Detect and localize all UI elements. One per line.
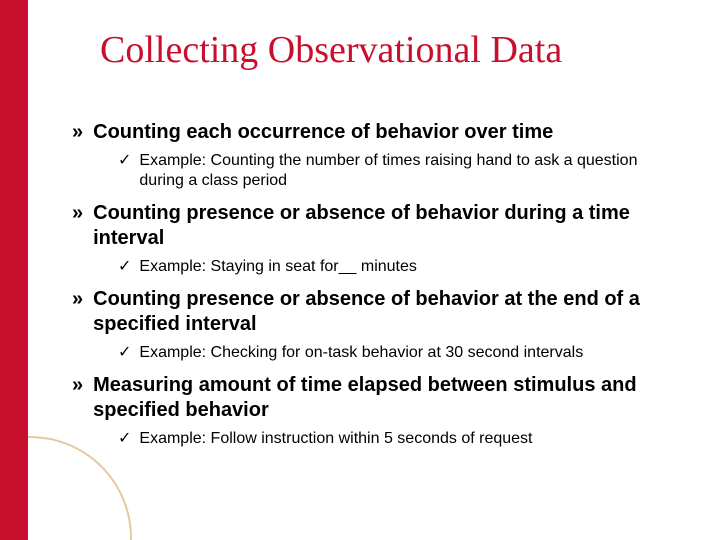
- bullet-text: Counting presence or absence of behavior…: [93, 201, 682, 251]
- check-icon: ✓: [118, 257, 131, 277]
- chevron-right-icon: »: [72, 373, 83, 398]
- accent-left-stripe: [0, 0, 28, 540]
- bullet-item: » Counting presence or absence of behavi…: [72, 201, 682, 251]
- slide-title: Collecting Observational Data: [100, 28, 562, 72]
- sub-bullet-text: Example: Follow instruction within 5 sec…: [139, 429, 532, 449]
- sub-bullet-item: ✓ Example: Follow instruction within 5 s…: [118, 429, 682, 449]
- sub-bullet-text: Example: Staying in seat for__ minutes: [139, 257, 416, 277]
- chevron-right-icon: »: [72, 201, 83, 226]
- sub-bullet-text: Example: Checking for on-task behavior a…: [139, 343, 583, 363]
- bullet-text: Measuring amount of time elapsed between…: [93, 373, 682, 423]
- sub-bullet-item: ✓ Example: Staying in seat for__ minutes: [118, 257, 682, 277]
- check-icon: ✓: [118, 151, 131, 171]
- sub-bullet-item: ✓ Example: Counting the number of times …: [118, 151, 682, 191]
- bullet-text: Counting each occurrence of behavior ove…: [93, 120, 553, 145]
- check-icon: ✓: [118, 429, 131, 449]
- check-icon: ✓: [118, 343, 131, 363]
- bullet-item: » Measuring amount of time elapsed betwe…: [72, 373, 682, 423]
- chevron-right-icon: »: [72, 120, 83, 145]
- slide-body: » Counting each occurrence of behavior o…: [72, 120, 682, 459]
- sub-bullet-item: ✓ Example: Checking for on-task behavior…: [118, 343, 682, 363]
- chevron-right-icon: »: [72, 287, 83, 312]
- bullet-item: » Counting each occurrence of behavior o…: [72, 120, 682, 145]
- bullet-text: Counting presence or absence of behavior…: [93, 287, 682, 337]
- bullet-item: » Counting presence or absence of behavi…: [72, 287, 682, 337]
- sub-bullet-text: Example: Counting the number of times ra…: [139, 151, 682, 191]
